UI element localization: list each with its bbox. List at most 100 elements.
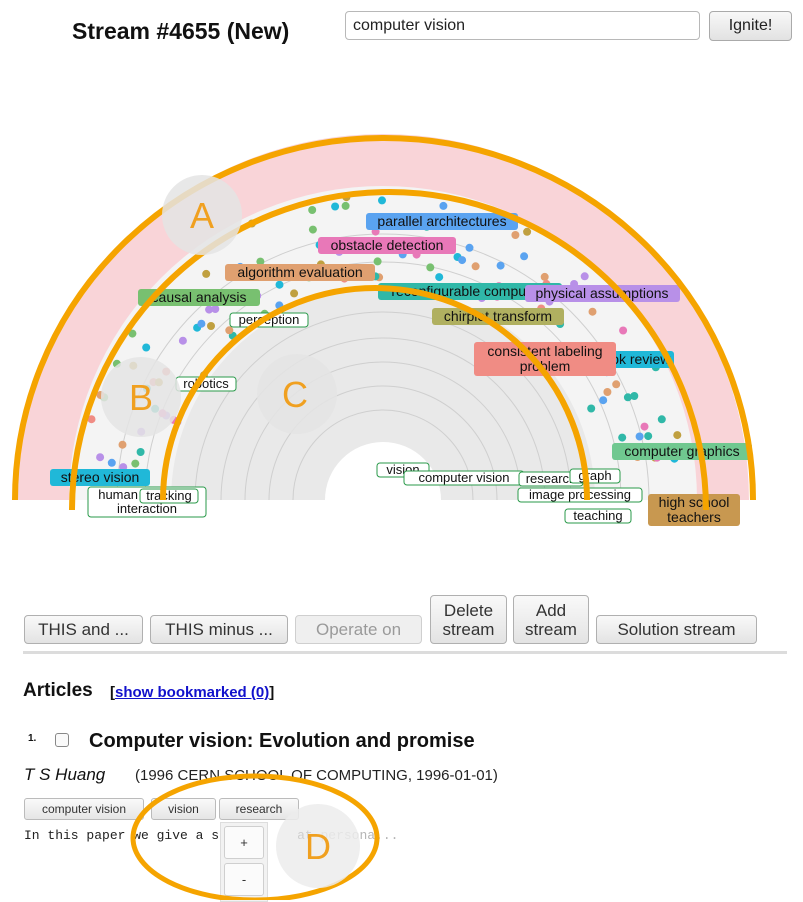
article-dot[interactable]	[630, 392, 639, 400]
topic-tag[interactable]: algorithm evaluation	[225, 264, 375, 281]
topic-tag[interactable]: parallel architectures	[366, 213, 518, 230]
article-dot[interactable]	[618, 433, 627, 442]
article-dot[interactable]	[158, 409, 167, 418]
article-dot[interactable]	[580, 272, 589, 281]
article-dot[interactable]	[290, 289, 299, 298]
article-dot[interactable]	[588, 307, 597, 316]
svg-text:research: research	[526, 471, 577, 486]
add-stream-button[interactable]: Add stream	[513, 595, 589, 644]
article-dot[interactable]	[142, 343, 151, 352]
article-dot[interactable]	[308, 206, 317, 214]
topic-tag[interactable]: chirplet transform	[432, 308, 564, 325]
show-bookmarked-link[interactable]: show bookmarked (0)	[115, 684, 270, 701]
ignite-button[interactable]: Ignite!	[709, 11, 792, 41]
article-dot[interactable]	[496, 261, 505, 270]
keyword-tag[interactable]: teaching	[564, 508, 632, 524]
keyword-tag[interactable]: image processing	[517, 487, 643, 503]
center-hole	[325, 442, 441, 500]
svg-text:computer vision: computer vision	[418, 470, 509, 485]
article-dot[interactable]	[275, 280, 284, 289]
article-dot[interactable]	[640, 422, 649, 431]
article-dot[interactable]	[154, 378, 163, 387]
article-dot[interactable]	[128, 329, 137, 338]
this-minus-button[interactable]: THIS minus ...	[150, 615, 288, 644]
article-dot[interactable]	[107, 458, 116, 467]
article-dot[interactable]	[162, 367, 171, 376]
article-dot[interactable]	[131, 459, 140, 468]
topic-tag[interactable]: stereo vision	[50, 469, 150, 486]
article-dot[interactable]	[136, 448, 145, 456]
article-dot[interactable]	[207, 322, 215, 330]
article-dot[interactable]	[657, 415, 666, 424]
topic-tag[interactable]: obstacle detection	[318, 237, 456, 254]
topic-tag[interactable]: computer graphics	[612, 443, 752, 460]
article-dot[interactable]	[96, 453, 105, 462]
article-dot[interactable]	[673, 431, 682, 440]
article-dot[interactable]	[341, 201, 350, 210]
article-title[interactable]: Computer vision: Evolution and promise	[89, 730, 475, 752]
article-source: (1996 CERN SCHOOL OF COMPUTING, 1996-01-…	[135, 767, 498, 784]
article-dot[interactable]	[471, 262, 480, 271]
article-dot[interactable]	[523, 227, 532, 236]
article-dot[interactable]	[275, 301, 284, 310]
article-dot[interactable]	[635, 432, 644, 441]
keyword-tag[interactable]: tracking	[139, 488, 199, 504]
article-dot[interactable]	[612, 380, 621, 389]
article-dot[interactable]	[151, 404, 160, 413]
article-dot[interactable]	[644, 432, 653, 441]
article-dot[interactable]	[331, 202, 340, 211]
article-dot[interactable]	[225, 326, 234, 335]
solution-stream-button[interactable]: Solution stream	[596, 615, 757, 644]
article-dot[interactable]	[247, 219, 256, 228]
article-dot[interactable]	[378, 196, 386, 205]
article-dot[interactable]	[308, 225, 317, 234]
operate-on-button[interactable]: Operate on	[295, 615, 422, 644]
keyword-tag[interactable]: perception	[229, 312, 309, 328]
keyword-button-research[interactable]: research	[219, 798, 299, 820]
keyword-tag[interactable]: robotics	[175, 376, 237, 392]
bookmark-checkbox[interactable]	[55, 733, 69, 747]
article-dot[interactable]	[96, 391, 105, 399]
article-dot[interactable]	[178, 336, 187, 345]
keyword-button-vision[interactable]: vision	[151, 798, 216, 820]
article-dot[interactable]	[202, 269, 211, 278]
topic-tag[interactable]: physical assumptions	[525, 285, 680, 302]
topic-tag[interactable]: high school teachers	[648, 494, 740, 526]
keyword-tag[interactable]: graph	[569, 468, 621, 484]
article-dot[interactable]	[426, 263, 435, 272]
delete-stream-button[interactable]: Delete stream	[430, 595, 507, 644]
article-dot[interactable]	[112, 359, 121, 368]
article-dot[interactable]	[603, 388, 612, 396]
article-dot[interactable]	[587, 404, 596, 413]
article-dot[interactable]	[342, 193, 351, 202]
article-dot[interactable]	[465, 243, 474, 252]
article-dot[interactable]	[137, 427, 146, 436]
article-dot[interactable]	[435, 273, 444, 282]
keyword-tag[interactable]: computer vision	[403, 470, 525, 486]
this-and-button[interactable]: THIS and ...	[24, 615, 143, 644]
topic-tag[interactable]: causal analysis	[138, 289, 260, 306]
decrease-weight-button[interactable]: -	[224, 863, 264, 896]
article-dot[interactable]	[197, 319, 206, 328]
abstract-mid: at	[297, 828, 313, 843]
article-dot[interactable]	[511, 231, 520, 239]
article-dot[interactable]	[142, 384, 151, 393]
article-dot[interactable]	[599, 396, 608, 405]
article-dot[interactable]	[87, 415, 96, 424]
article-dot[interactable]	[129, 361, 138, 370]
article-dot[interactable]	[118, 440, 127, 449]
article-dot[interactable]	[211, 305, 220, 313]
article-dot[interactable]	[619, 326, 628, 335]
svg-text:parallel architectures: parallel architectures	[377, 213, 506, 229]
keyword-button-computer-vision[interactable]: computer vision	[24, 798, 144, 820]
article-dot[interactable]	[458, 256, 467, 265]
article-dot[interactable]	[520, 252, 529, 261]
article-dot[interactable]	[169, 415, 178, 424]
article-dot[interactable]	[540, 272, 549, 281]
article-dot[interactable]	[439, 201, 448, 210]
increase-weight-button[interactable]: +	[224, 826, 264, 859]
stream-visualization[interactable]: parallel architectures obstacle detectio…	[0, 60, 803, 560]
topic-tag[interactable]: consistent labeling problem	[474, 342, 616, 376]
search-input[interactable]	[345, 11, 700, 40]
article-dot[interactable]	[373, 257, 382, 266]
